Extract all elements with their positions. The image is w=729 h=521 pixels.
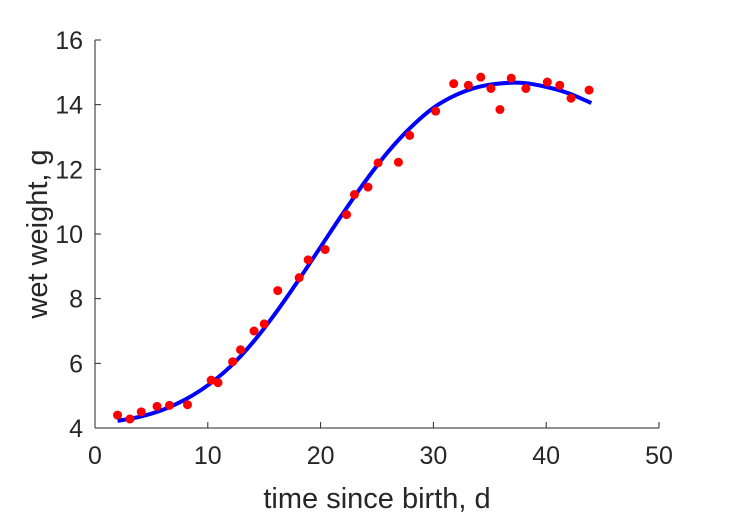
x-tick-label: 40 bbox=[532, 442, 560, 470]
data-point bbox=[405, 130, 415, 140]
data-point bbox=[555, 80, 565, 90]
data-point bbox=[294, 273, 304, 283]
data-point bbox=[228, 357, 238, 367]
data-point bbox=[182, 400, 192, 410]
x-tick-label: 0 bbox=[88, 442, 102, 470]
plot-area bbox=[113, 72, 594, 424]
data-point bbox=[566, 93, 576, 103]
data-point bbox=[342, 210, 352, 220]
data-point bbox=[393, 157, 403, 167]
data-point bbox=[506, 73, 516, 83]
data-point bbox=[449, 79, 459, 89]
data-point bbox=[249, 326, 259, 336]
y-tick-label: 10 bbox=[55, 221, 83, 249]
y-tick-label: 12 bbox=[55, 156, 83, 184]
y-tick-label: 4 bbox=[69, 415, 83, 443]
data-point bbox=[486, 84, 496, 93]
data-point bbox=[495, 105, 505, 115]
y-tick-label: 14 bbox=[55, 92, 83, 120]
data-point bbox=[349, 190, 359, 200]
data-point bbox=[236, 345, 246, 355]
data-point bbox=[136, 407, 146, 417]
data-point bbox=[259, 319, 269, 329]
data-point bbox=[476, 72, 486, 82]
x-tick-label: 30 bbox=[419, 442, 447, 470]
x-tick-label: 20 bbox=[307, 442, 335, 470]
y-tick-label: 6 bbox=[69, 350, 83, 378]
data-point bbox=[463, 80, 473, 90]
y-ticks: 4 6 8 10 12 14 16 bbox=[55, 27, 101, 443]
x-tick-label: 10 bbox=[194, 442, 222, 470]
data-point bbox=[125, 414, 135, 424]
y-tick-label: 16 bbox=[55, 27, 83, 55]
x-axis-label: time since birth, d bbox=[263, 483, 490, 515]
data-point bbox=[303, 255, 313, 265]
data-point bbox=[213, 378, 223, 388]
y-axis-label: wet weight, g bbox=[22, 149, 54, 319]
data-point bbox=[206, 375, 216, 385]
data-point bbox=[152, 401, 162, 411]
data-point bbox=[164, 400, 174, 410]
data-point bbox=[521, 84, 531, 93]
y-tick-label: 8 bbox=[69, 286, 83, 314]
data-point bbox=[373, 158, 383, 168]
data-point bbox=[320, 245, 330, 255]
data-point bbox=[584, 85, 594, 95]
data-point bbox=[542, 77, 552, 87]
data-point bbox=[363, 182, 373, 192]
x-tick-label: 50 bbox=[645, 442, 673, 470]
fit-curve bbox=[117, 80, 593, 423]
data-point bbox=[273, 286, 283, 296]
data-point bbox=[431, 106, 441, 116]
data-point bbox=[113, 410, 123, 420]
x-ticks: 0 10 20 30 40 50 bbox=[88, 422, 673, 470]
